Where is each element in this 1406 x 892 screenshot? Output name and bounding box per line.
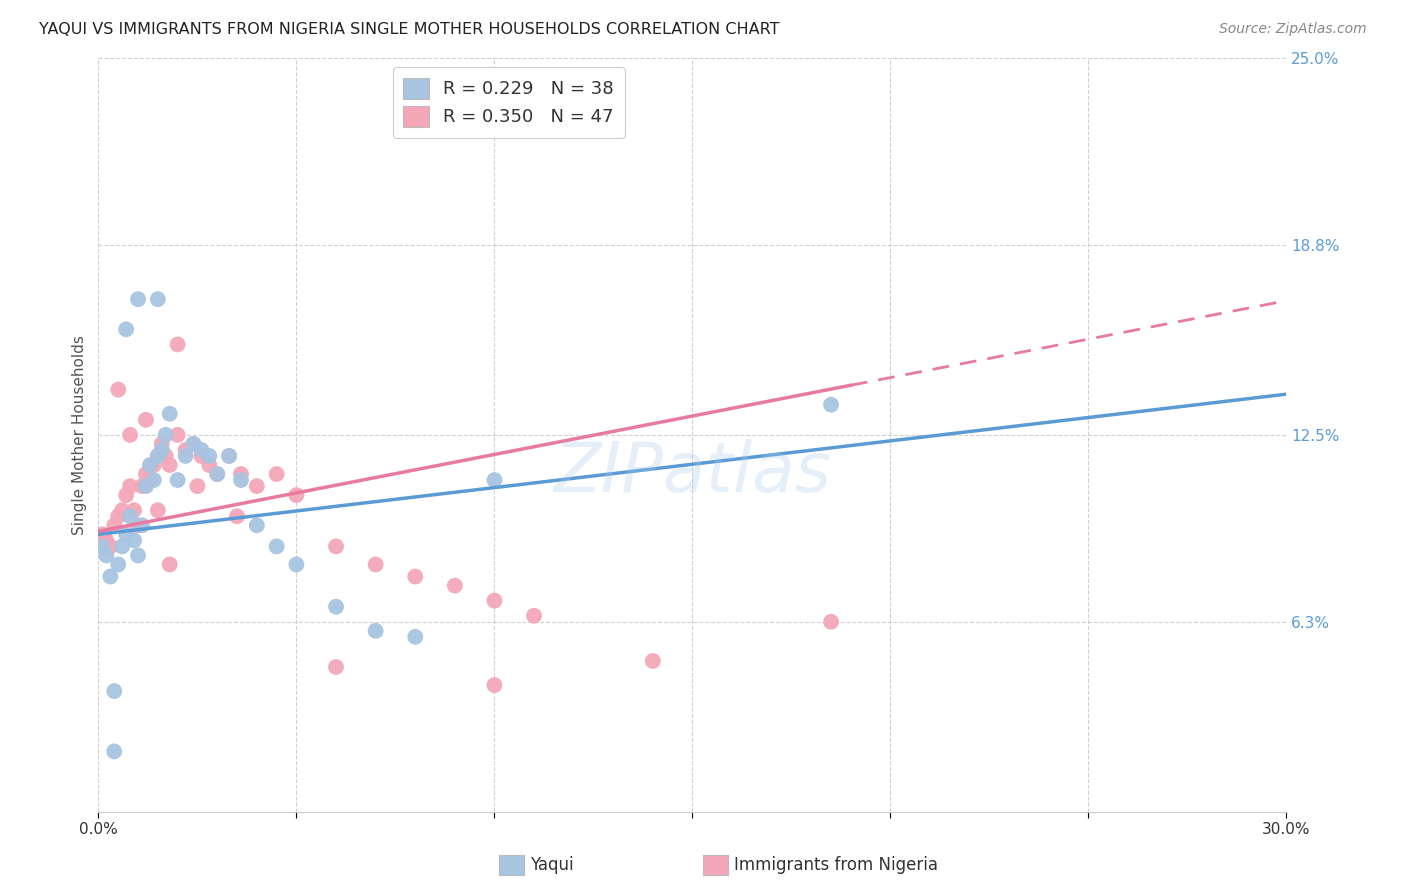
Point xyxy=(246,518,269,533)
Point xyxy=(325,540,347,554)
Point xyxy=(218,449,240,463)
Y-axis label: Single Mother Households: Single Mother Households xyxy=(72,334,87,535)
Point xyxy=(131,518,153,533)
Point xyxy=(166,337,188,351)
Point xyxy=(218,449,240,463)
Point xyxy=(127,292,149,306)
Point xyxy=(120,428,142,442)
Point xyxy=(146,449,169,463)
Point xyxy=(115,322,138,336)
Point xyxy=(115,488,138,502)
Point xyxy=(146,292,169,306)
Point xyxy=(142,473,165,487)
Point xyxy=(98,569,121,583)
Point xyxy=(484,678,506,692)
Point xyxy=(159,407,181,421)
Point xyxy=(139,458,162,472)
Point xyxy=(364,624,387,638)
Point xyxy=(155,449,177,463)
Point xyxy=(142,458,165,472)
Point xyxy=(107,509,129,524)
Point xyxy=(190,442,212,457)
Point xyxy=(127,518,149,533)
Point xyxy=(135,467,157,481)
Point xyxy=(107,558,129,572)
Point xyxy=(150,442,173,457)
Text: ZIPatlas: ZIPatlas xyxy=(554,439,831,506)
Point xyxy=(107,383,129,397)
Point xyxy=(98,540,121,554)
Point xyxy=(120,479,142,493)
Text: Source: ZipAtlas.com: Source: ZipAtlas.com xyxy=(1219,22,1367,37)
Point xyxy=(150,437,173,451)
Point xyxy=(91,540,114,554)
Point xyxy=(166,428,188,442)
Point xyxy=(523,608,546,623)
Point xyxy=(186,479,208,493)
Point xyxy=(146,449,169,463)
Point xyxy=(174,442,197,457)
Point xyxy=(91,527,114,541)
Point xyxy=(174,449,197,463)
Point xyxy=(820,615,842,629)
Point xyxy=(159,458,181,472)
Point xyxy=(229,467,252,481)
Point xyxy=(146,503,169,517)
Point xyxy=(111,503,134,517)
Point xyxy=(285,558,308,572)
Point xyxy=(190,449,212,463)
Point xyxy=(404,569,426,583)
Point xyxy=(131,479,153,493)
Point xyxy=(820,398,842,412)
Point xyxy=(207,467,229,481)
Text: Immigrants from Nigeria: Immigrants from Nigeria xyxy=(734,856,938,874)
Point xyxy=(111,540,134,554)
Point xyxy=(155,428,177,442)
Point xyxy=(484,473,506,487)
Point xyxy=(198,458,221,472)
Point xyxy=(139,473,162,487)
Point xyxy=(103,684,125,698)
Point xyxy=(103,518,125,533)
Point xyxy=(115,527,138,541)
Legend: R = 0.229   N = 38, R = 0.350   N = 47: R = 0.229 N = 38, R = 0.350 N = 47 xyxy=(392,67,624,137)
Point xyxy=(364,558,387,572)
Point xyxy=(122,533,145,548)
Point xyxy=(183,437,205,451)
Point xyxy=(183,437,205,451)
Point xyxy=(166,473,188,487)
Point xyxy=(266,467,288,481)
Text: Yaqui: Yaqui xyxy=(530,856,574,874)
Point xyxy=(266,540,288,554)
Point xyxy=(484,593,506,607)
Point xyxy=(444,579,467,593)
Point xyxy=(226,509,249,524)
Point xyxy=(285,488,308,502)
Point xyxy=(103,744,125,758)
Point xyxy=(207,467,229,481)
Point xyxy=(325,599,347,614)
Point xyxy=(246,479,269,493)
Point xyxy=(120,509,142,524)
Point xyxy=(135,413,157,427)
Point xyxy=(198,449,221,463)
Point xyxy=(404,630,426,644)
Point xyxy=(159,558,181,572)
Point xyxy=(229,473,252,487)
Point xyxy=(325,660,347,674)
Point xyxy=(641,654,664,668)
Point xyxy=(135,479,157,493)
Text: YAQUI VS IMMIGRANTS FROM NIGERIA SINGLE MOTHER HOUSEHOLDS CORRELATION CHART: YAQUI VS IMMIGRANTS FROM NIGERIA SINGLE … xyxy=(39,22,780,37)
Point xyxy=(96,549,118,563)
Point xyxy=(122,503,145,517)
Point xyxy=(127,549,149,563)
Point xyxy=(96,533,118,548)
